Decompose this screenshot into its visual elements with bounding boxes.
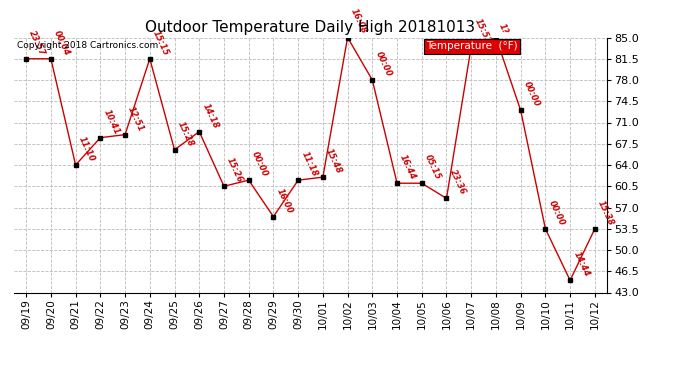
Text: 00:00: 00:00	[250, 150, 269, 178]
Text: 11:18: 11:18	[299, 150, 319, 178]
Text: 00:00: 00:00	[522, 80, 542, 108]
Text: 15:38: 15:38	[596, 199, 615, 227]
Text: 14:44: 14:44	[571, 251, 591, 279]
Text: 15:52: 15:52	[473, 16, 492, 45]
Text: 05:15: 05:15	[423, 153, 442, 182]
Text: 14:18: 14:18	[201, 102, 220, 130]
Text: 10:41: 10:41	[101, 108, 121, 136]
Text: 11:10: 11:10	[77, 135, 97, 163]
Text: 23:36: 23:36	[448, 168, 467, 196]
Text: 1?: 1?	[497, 22, 510, 36]
Text: 00:00: 00:00	[546, 199, 566, 227]
Title: Outdoor Temperature Daily High 20181013: Outdoor Temperature Daily High 20181013	[146, 20, 475, 35]
Text: 12:51: 12:51	[126, 105, 146, 133]
Text: 15:48: 15:48	[324, 147, 344, 176]
Text: 00:00: 00:00	[373, 50, 393, 78]
Text: 15:15: 15:15	[151, 29, 170, 57]
Text: 16:44: 16:44	[398, 153, 417, 182]
Text: Copyright 2018 Cartronics.com: Copyright 2018 Cartronics.com	[17, 41, 158, 50]
Text: 16:00: 16:00	[275, 187, 294, 215]
Text: 00:04: 00:04	[52, 29, 72, 57]
Text: 16:08: 16:08	[349, 8, 368, 36]
Text: 15:26: 15:26	[225, 156, 245, 184]
Text: 23:57: 23:57	[28, 29, 47, 57]
Text: 15:28: 15:28	[176, 120, 195, 148]
Text: Temperature  (°F): Temperature (°F)	[426, 41, 518, 51]
